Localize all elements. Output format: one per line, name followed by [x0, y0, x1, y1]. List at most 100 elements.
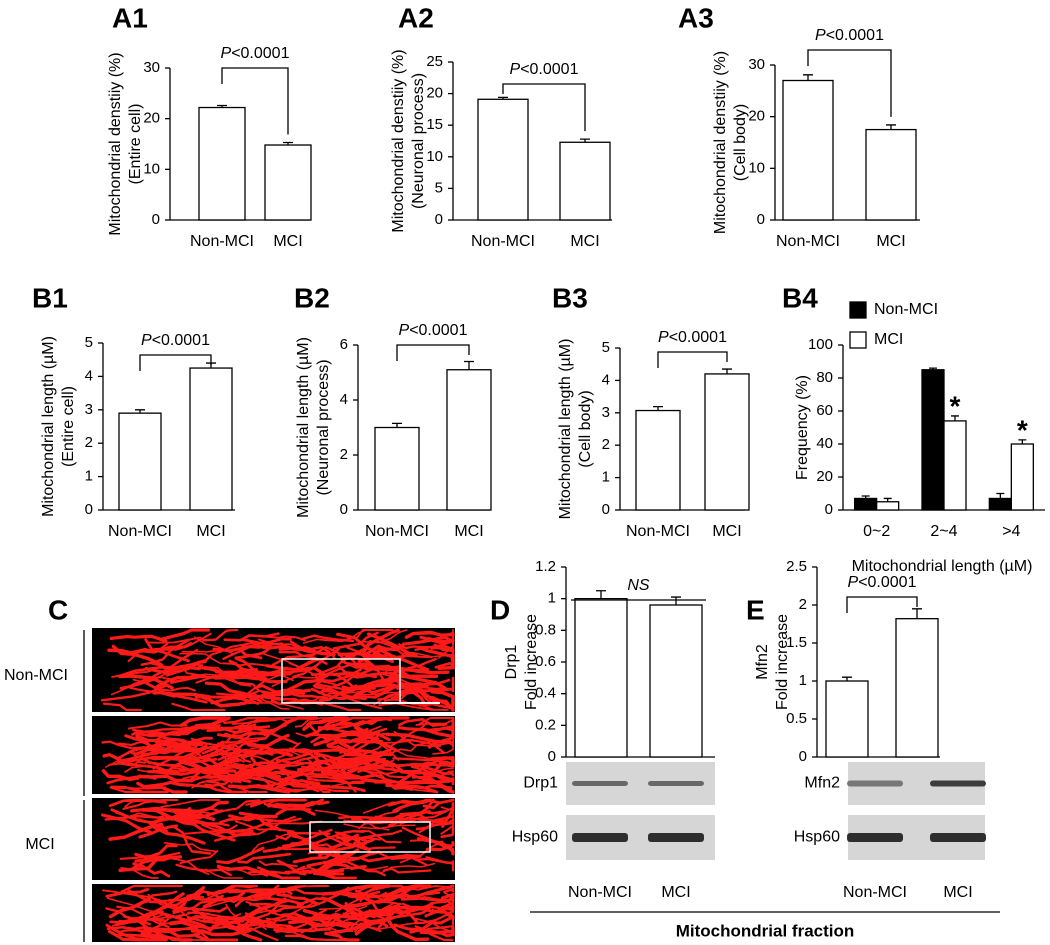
mitochondria	[171, 702, 226, 712]
mitochondria	[225, 671, 287, 678]
x-tick-label: MCI	[943, 884, 972, 901]
mitochondria	[284, 934, 345, 942]
mitochondria	[345, 901, 397, 921]
mitochondria	[353, 662, 413, 679]
mitochondria	[417, 801, 454, 820]
bar	[574, 598, 628, 758]
y-tick-label: 3	[85, 401, 93, 418]
bar	[943, 420, 967, 511]
x-tick-label: 2~4	[930, 523, 957, 540]
y-axis-label: Fold increase	[523, 614, 540, 710]
mitochondria	[308, 781, 366, 793]
y-tick-label: 40	[816, 435, 833, 452]
panel-label: E	[746, 594, 765, 625]
y-tick-label: 0.4	[535, 685, 556, 702]
mitochondria	[401, 902, 455, 911]
mitochondria	[361, 739, 413, 756]
mitochondria	[387, 798, 441, 807]
mitochondria	[189, 783, 237, 794]
bracket	[657, 351, 728, 368]
bar	[477, 98, 529, 221]
mitochondria	[165, 749, 205, 767]
mitochondria	[216, 846, 265, 865]
y-axis-label: (Entire cell)	[60, 386, 77, 467]
y-tick-label: 2	[85, 434, 93, 451]
y-tick-label: 0	[85, 501, 93, 518]
blot-band	[572, 833, 628, 842]
y-tick-label: 10	[143, 160, 160, 177]
blot-band	[930, 833, 986, 842]
mitochondria	[241, 637, 292, 645]
error-bar	[842, 676, 852, 681]
mitochondria	[296, 886, 350, 907]
mitochondria	[440, 806, 454, 818]
blot-band	[930, 780, 986, 787]
significance-star: *	[950, 390, 961, 421]
bracket	[502, 83, 586, 132]
mitochondria	[133, 747, 197, 757]
mitochondria	[430, 644, 455, 655]
y-tick-label: 4	[602, 371, 610, 388]
mitochondria	[179, 652, 222, 665]
mitochondria	[224, 732, 269, 748]
mitochondria	[353, 684, 398, 697]
x-tick-label: MCI	[454, 523, 483, 540]
mitochondria	[147, 636, 202, 644]
y-axis-label: Mitochondrial denstiiy (%)	[390, 49, 407, 232]
mitochondria	[341, 760, 389, 778]
blot-label: Drp1	[523, 775, 558, 792]
mitochondria	[310, 687, 375, 701]
y-tick-label: 30	[143, 59, 160, 76]
mitochondria	[136, 890, 178, 908]
y-axis-label: Drp1	[503, 645, 520, 680]
mitochondria	[175, 863, 232, 877]
mitochondria	[256, 866, 298, 880]
mitochondria	[435, 777, 455, 786]
bar	[635, 409, 681, 511]
y-tick-label: 25	[426, 53, 443, 70]
mitochondria	[201, 628, 239, 642]
mitochondria	[419, 635, 455, 645]
mitochondria	[157, 807, 200, 819]
mitochondria	[228, 814, 278, 822]
mitochondria	[315, 751, 361, 778]
mitochondria	[424, 905, 455, 918]
mitochondria	[120, 884, 183, 893]
y-axis-label: Mitochondrial length (µM)	[557, 339, 574, 520]
mitochondria	[254, 896, 305, 906]
mitochondria	[294, 717, 338, 728]
mitochondria	[440, 717, 455, 731]
bar	[374, 426, 420, 511]
mitochondria	[182, 745, 227, 764]
mitochondria	[347, 895, 402, 905]
legend-label: Non-MCI	[874, 301, 938, 318]
mitochondria	[186, 915, 241, 925]
mitochondria	[186, 760, 239, 783]
significance-star: *	[1017, 414, 1028, 445]
x-tick-label: Non-MCI	[568, 884, 632, 901]
mitochondria	[290, 778, 331, 793]
mitochondria	[237, 919, 276, 928]
mitochondria	[222, 770, 296, 782]
mitochondria	[335, 835, 375, 844]
mitochondria	[393, 923, 455, 934]
annotation: P<0.0001	[399, 322, 468, 339]
error-bar	[883, 497, 892, 502]
y-axis-label: Mitochondrial length (µM)	[295, 337, 312, 518]
mitochondria	[179, 716, 228, 727]
error-bar	[951, 415, 959, 421]
mitochondria	[373, 779, 436, 784]
mitochondria	[138, 774, 194, 783]
mitochondria	[401, 784, 453, 790]
mitochondria	[355, 629, 394, 639]
mitochondria	[413, 909, 455, 925]
bar	[198, 106, 246, 221]
mitochondria	[117, 732, 171, 746]
bar	[988, 497, 1012, 511]
mitochondria	[201, 736, 248, 755]
mitochondria	[159, 855, 210, 875]
mitochondria	[313, 829, 365, 845]
y-axis-label: (Cell body)	[577, 390, 594, 467]
mitochondria	[240, 642, 284, 648]
mitochondria	[324, 646, 371, 672]
